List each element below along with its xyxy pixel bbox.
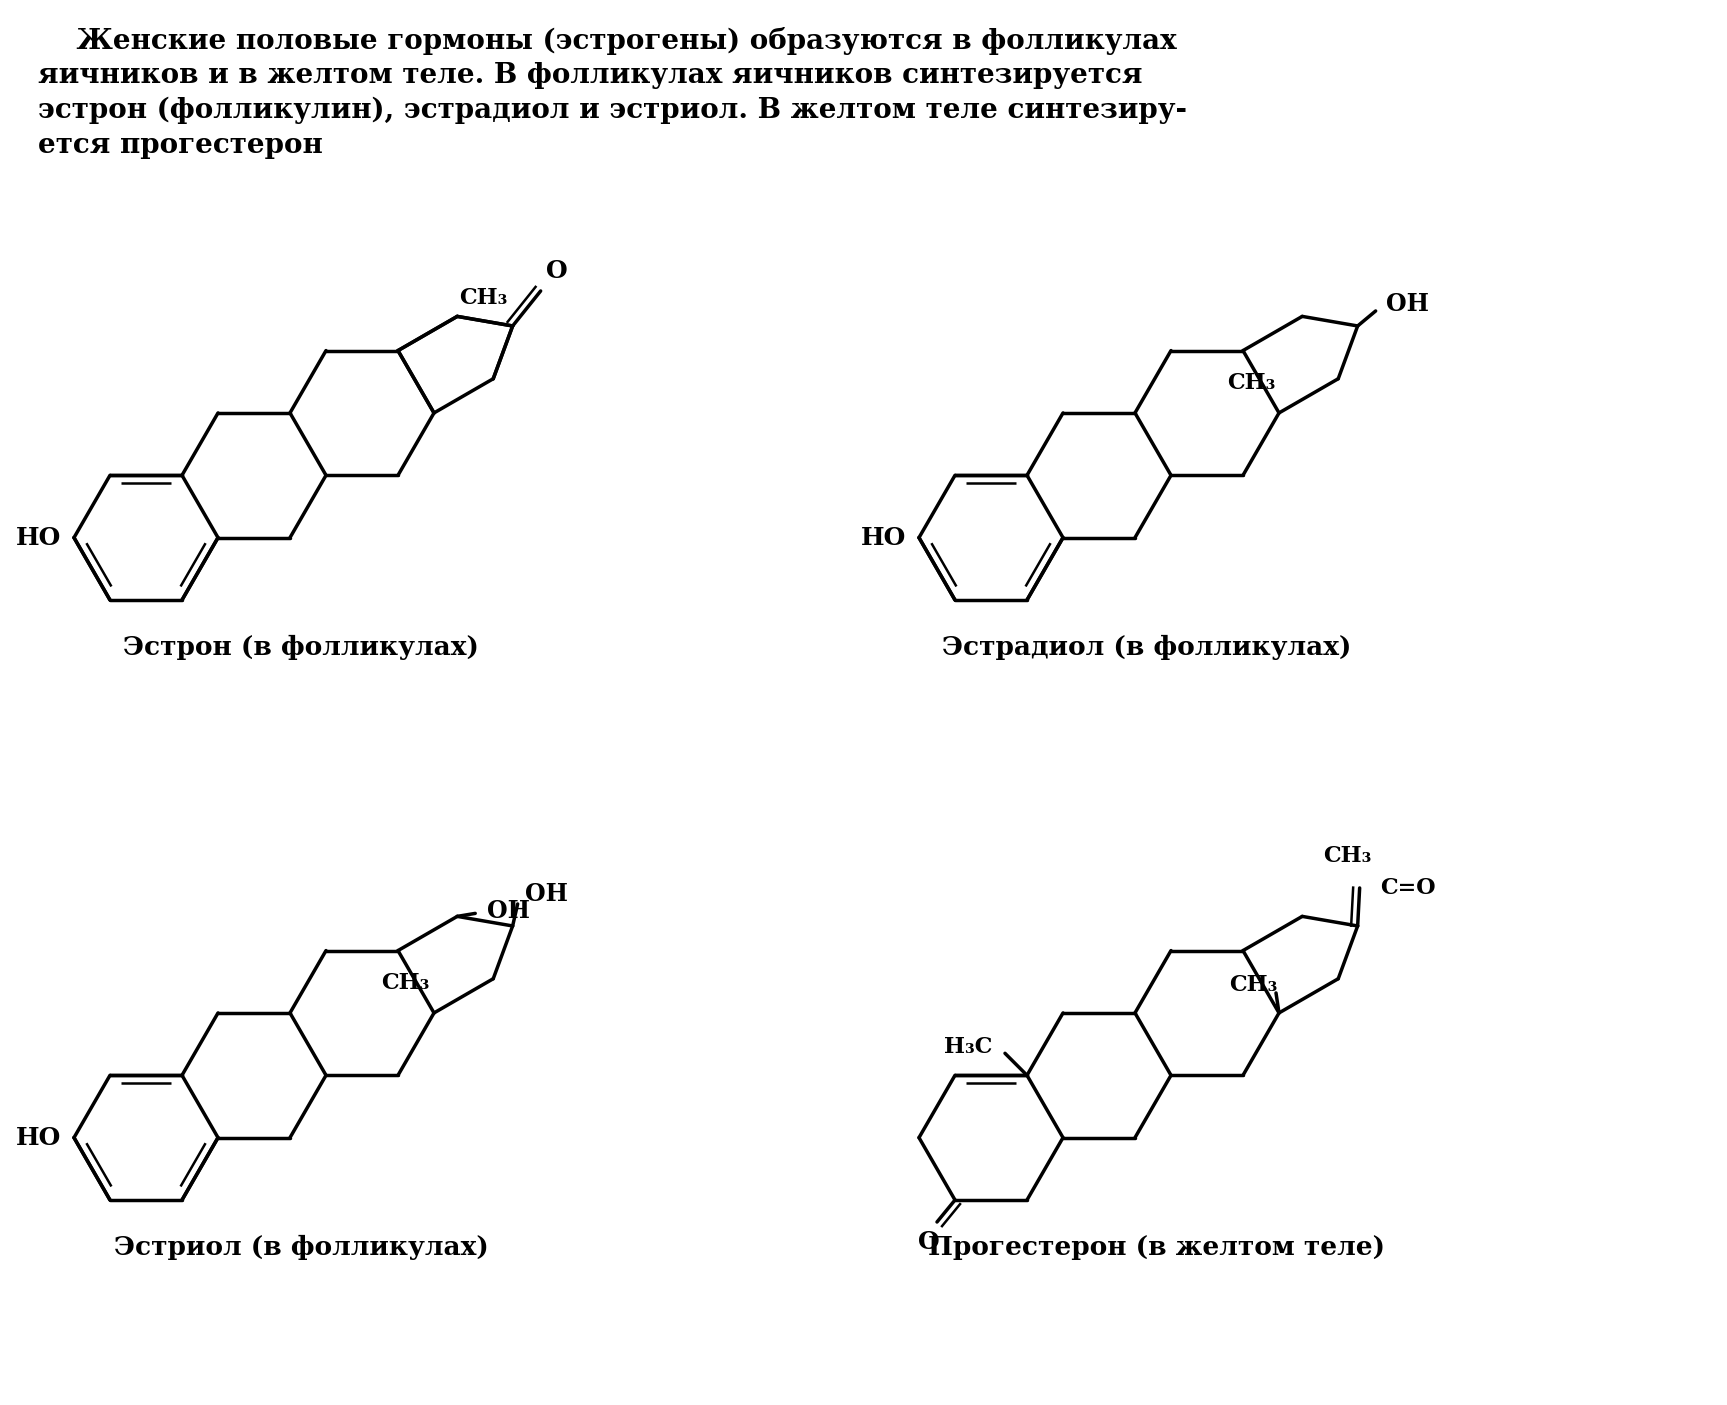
Text: HO: HO — [16, 1125, 60, 1149]
Text: CH₃: CH₃ — [382, 972, 430, 993]
Text: CH₃: CH₃ — [459, 287, 508, 309]
Text: CH₃: CH₃ — [1226, 372, 1275, 393]
Text: Эстриол (в фолликулах): Эстриол (в фолликулах) — [114, 1235, 489, 1260]
Text: C=O: C=O — [1380, 877, 1435, 899]
Text: H₃C: H₃C — [943, 1037, 991, 1058]
Text: Эстрон (в фолликулах): Эстрон (в фолликулах) — [123, 635, 480, 660]
Text: CH₃: CH₃ — [1228, 974, 1276, 996]
Text: OH: OH — [487, 899, 530, 923]
Text: OH: OH — [525, 882, 568, 906]
Text: O: O — [919, 1229, 939, 1255]
Text: Женские половые гормоны (эстрогены) образуются в фолликулах
яичников и в желтом : Женские половые гормоны (эстрогены) обра… — [38, 27, 1186, 159]
Text: Прогестерон (в желтом теле): Прогестерон (в желтом теле) — [927, 1235, 1385, 1260]
Text: CH₃: CH₃ — [1323, 844, 1371, 867]
Text: HO: HO — [16, 525, 60, 549]
Text: OH: OH — [1385, 292, 1428, 316]
Text: HO: HO — [860, 525, 907, 549]
Text: O: O — [546, 259, 568, 282]
Text: Эстрадиол (в фолликулах): Эстрадиол (в фолликулах) — [941, 635, 1351, 660]
